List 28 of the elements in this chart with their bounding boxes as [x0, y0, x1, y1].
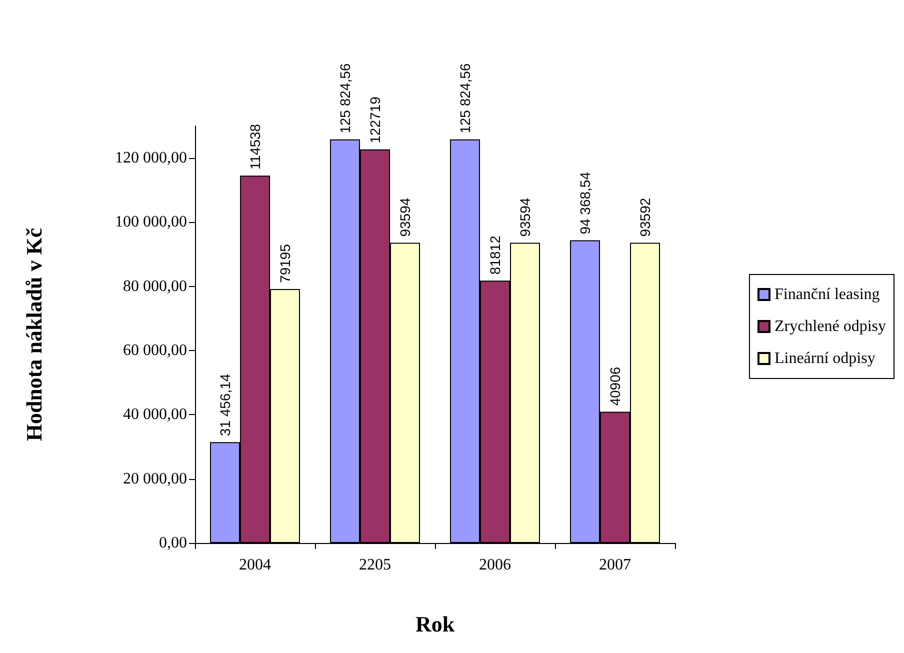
y-tick-label: 80 000,00: [123, 278, 187, 295]
data-label: 94 368,54: [577, 172, 593, 234]
y-tick-label: 0,00: [159, 534, 187, 552]
data-label: 125 824,56: [457, 63, 473, 134]
data-label: 122719: [367, 96, 383, 144]
y-tick-label: 120 000,00: [115, 150, 187, 167]
data-label: 93592: [637, 198, 653, 237]
data-label: 79195: [277, 244, 293, 283]
data-label: 81812: [487, 235, 503, 275]
x-tick-label: 2007: [599, 556, 631, 574]
y-tick-label: 40 000,00: [123, 406, 187, 424]
x-tick-label: 2004: [239, 556, 271, 574]
data-label: 93594: [397, 198, 413, 237]
legend-label: Finanční leasing: [774, 286, 880, 303]
x-tick-label: 2205: [359, 556, 391, 574]
data-label: 125 824,56: [337, 63, 353, 134]
x-axis-title: Rok: [415, 612, 456, 636]
data-label: 93594: [517, 198, 533, 237]
legend-label: Zrychlené odpisy: [774, 318, 886, 335]
y-axis-title: Hodnota nákladů v Kč: [22, 228, 46, 442]
data-label: 40906: [607, 366, 623, 406]
y-tick-label: 100 000,00: [115, 214, 187, 231]
y-tick-label: 20 000,00: [123, 470, 187, 488]
data-label: 114538: [247, 124, 263, 170]
legend-label: Lineární odpisy: [774, 350, 876, 367]
x-tick-label: 2006: [479, 556, 511, 574]
y-tick-label: 60 000,00: [123, 342, 187, 360]
data-label: 31 456,14: [217, 374, 233, 436]
